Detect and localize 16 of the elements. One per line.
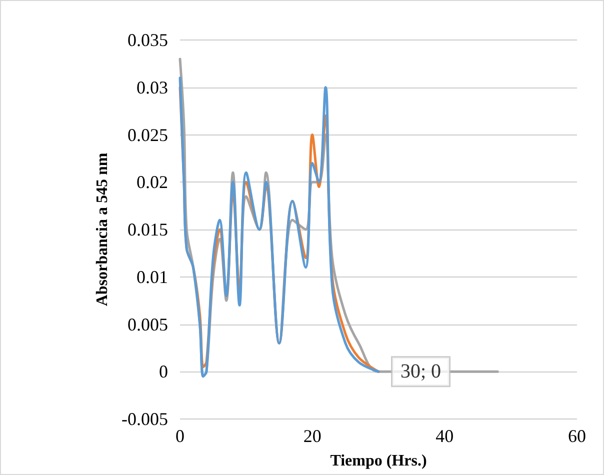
y-tick-label: 0.015 <box>128 220 168 240</box>
x-tick-label: 60 <box>568 426 586 446</box>
x-tick-label: 40 <box>436 426 454 446</box>
annotation: 30; 0 <box>400 360 442 383</box>
y-tick-label: 0.035 <box>128 30 168 50</box>
y-tick-label: 0 <box>159 362 168 382</box>
y-tick-label: 0.025 <box>128 124 168 145</box>
y-tick-label: 0.02 <box>136 172 168 192</box>
y-tick-label: -0.005 <box>122 409 168 429</box>
y-axis-title: Absorbancia a 545 nm <box>94 152 112 306</box>
x-tick-label: 20 <box>303 426 322 446</box>
x-tick-label: 0 <box>176 426 184 446</box>
y-tick-label: 0.03 <box>136 77 168 98</box>
y-tick-label: 0.01 <box>136 266 168 287</box>
y-tick-label: 0.005 <box>128 314 168 334</box>
x-axis-title: Tiempo (Hrs.) <box>330 452 427 470</box>
